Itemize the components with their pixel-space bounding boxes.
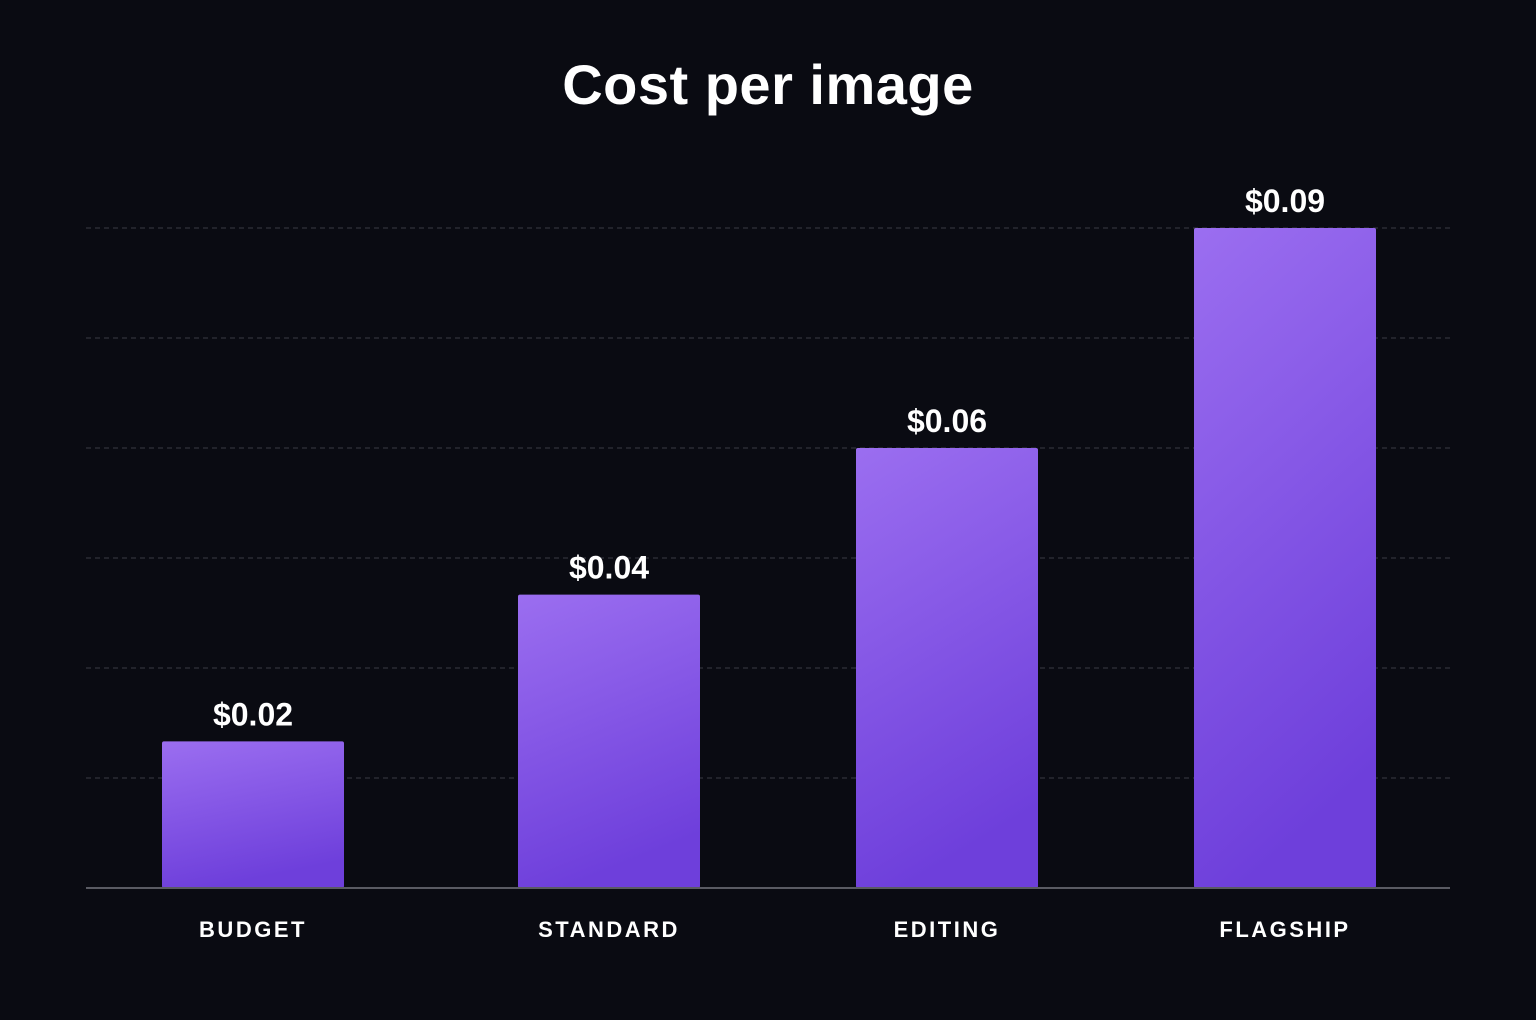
category-label-flagship: FLAGSHIP	[1219, 917, 1350, 942]
bar-flagship	[1194, 228, 1376, 888]
value-label-flagship: $0.09	[1245, 183, 1325, 219]
category-label-budget: BUDGET	[199, 917, 307, 942]
category-label-editing: EDITING	[894, 917, 1001, 942]
bar-budget	[162, 741, 344, 888]
category-labels: BUDGET STANDARD EDITING FLAGSHIP	[199, 917, 1350, 942]
value-labels: $0.02 $0.04 $0.06 $0.09	[213, 183, 1325, 732]
bar-editing	[856, 448, 1038, 888]
value-label-standard: $0.04	[569, 550, 649, 586]
bar-standard	[518, 594, 700, 888]
chart-title: Cost per image	[562, 53, 974, 116]
category-label-standard: STANDARD	[538, 917, 680, 942]
value-label-editing: $0.06	[907, 403, 987, 439]
bars	[162, 228, 1376, 888]
value-label-budget: $0.02	[213, 696, 293, 732]
